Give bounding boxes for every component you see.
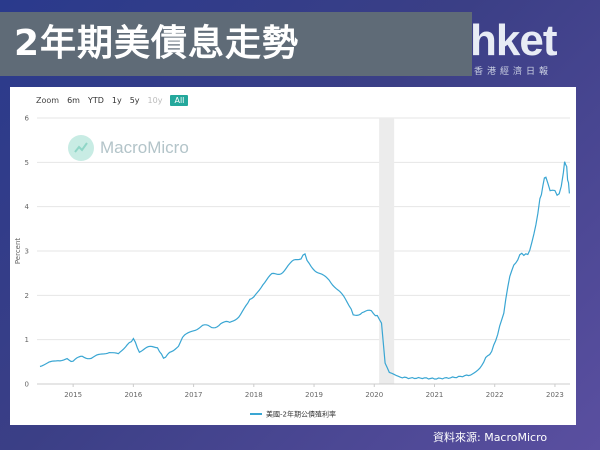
source-note: 資料來源: MacroMicro [433, 431, 548, 444]
brand-name: hket [470, 16, 557, 65]
zoom-button-6m[interactable]: 6m [67, 96, 80, 105]
y-tick-label: 3 [25, 248, 29, 256]
x-tick-label: 2017 [185, 391, 203, 399]
x-tick-label: 2021 [426, 391, 444, 399]
x-tick-label: 2019 [305, 391, 323, 399]
macromicro-logo-icon [68, 135, 94, 161]
legend-label: 美國-2年期公債殖利率 [266, 410, 336, 419]
y-tick-label: 4 [25, 203, 30, 211]
x-tick-label: 2022 [486, 391, 504, 399]
brand-logo: hket 香港經濟日報 [470, 16, 600, 80]
shade-layer [379, 118, 395, 384]
x-tick-labels: 2015 2016 2017 2018 2019 2020 2021 2022 2023 [37, 383, 570, 399]
line-chart: 0 1 2 3 4 5 6 2015 2016 2017 2018 2019 2020 2021 2022… [14, 115, 570, 419]
shaded-region [379, 118, 395, 384]
title-bar: 2年期美債息走勢 [0, 12, 472, 76]
zoom-button-5y[interactable]: 5y [129, 96, 140, 105]
y-axis-label: Percent [14, 238, 22, 265]
watermark: MacroMicro [68, 135, 189, 161]
y-tick-label: 6 [25, 115, 30, 123]
zoom-label: Zoom [36, 96, 60, 105]
x-tick-label: 2015 [64, 391, 82, 399]
y-tick-label: 2 [25, 292, 29, 300]
x-tick-label: 2016 [124, 391, 142, 399]
y-tick-label: 1 [25, 336, 29, 344]
x-tick-label: 2020 [365, 391, 383, 399]
series-layer [39, 161, 570, 380]
y-tick-labels: 0 1 2 3 4 5 6 [25, 115, 30, 389]
legend[interactable]: 美國-2年期公債殖利率 [250, 410, 336, 419]
watermark-text: MacroMicro [100, 138, 189, 157]
brand-subtitle: 香港經濟日報 [474, 67, 553, 77]
zoom-button-all[interactable]: All [170, 95, 189, 106]
y-tick-label: 5 [25, 159, 29, 167]
grid-layer [37, 117, 570, 385]
series-line-0 [39, 161, 570, 380]
zoom-button-10y[interactable]: 10y [147, 96, 163, 105]
x-tick-label: 2023 [546, 391, 564, 399]
page-title: 2年期美債息走勢 [14, 23, 300, 64]
zoom-button-1y[interactable]: 1y [111, 96, 122, 105]
y-tick-label: 0 [25, 381, 29, 389]
zoom-button-ytd[interactable]: YTD [87, 96, 104, 105]
x-tick-label: 2018 [245, 391, 263, 399]
zoom-toolbar: Zoom 6m YTD 1y 5y 10y All [36, 95, 196, 106]
chart-panel: Zoom 6m YTD 1y 5y 10y All MacroMicro 0 1 2… [10, 87, 576, 425]
